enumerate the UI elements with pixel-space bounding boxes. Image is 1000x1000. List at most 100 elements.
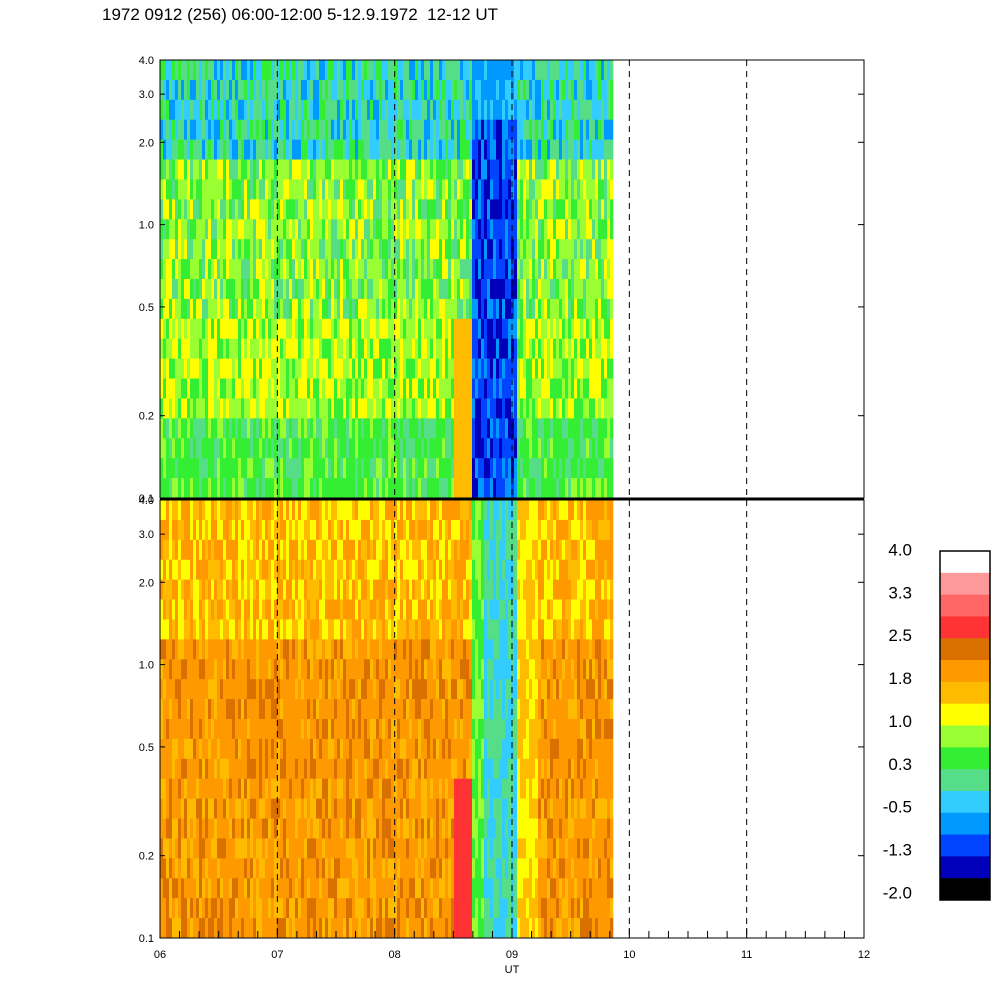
heatmap-cell bbox=[241, 60, 245, 81]
heatmap-cell bbox=[199, 199, 203, 220]
heatmap-cell bbox=[418, 279, 422, 300]
heatmap-cell bbox=[505, 279, 509, 300]
heatmap-cell bbox=[484, 318, 488, 340]
heatmap-cell bbox=[250, 699, 254, 720]
heatmap-cell bbox=[517, 418, 521, 439]
heatmap-cell bbox=[196, 579, 200, 600]
heatmap-cell bbox=[448, 378, 452, 399]
heatmap-cell bbox=[499, 139, 503, 160]
heatmap-cell bbox=[307, 318, 311, 340]
heatmap-cell bbox=[286, 60, 290, 81]
heatmap-cell bbox=[226, 358, 230, 379]
heatmap-cell bbox=[463, 219, 467, 240]
heatmap-cell bbox=[172, 858, 176, 879]
heatmap-cell bbox=[172, 119, 176, 140]
heatmap-cell bbox=[364, 179, 368, 200]
heatmap-cell bbox=[529, 298, 533, 320]
heatmap-cell bbox=[166, 679, 170, 700]
heatmap-cell bbox=[367, 559, 371, 580]
heatmap-cell bbox=[355, 279, 359, 300]
heatmap-cell bbox=[427, 378, 431, 399]
heatmap-cell bbox=[373, 659, 377, 680]
heatmap-cell bbox=[391, 478, 395, 499]
heatmap-cell bbox=[181, 418, 185, 439]
heatmap-cell bbox=[199, 838, 203, 859]
heatmap-cell bbox=[178, 99, 182, 121]
heatmap-cell bbox=[253, 79, 257, 101]
heatmap-cell bbox=[325, 159, 329, 180]
heatmap-cell bbox=[433, 99, 437, 121]
heatmap-cell bbox=[430, 139, 434, 160]
heatmap-cell bbox=[358, 418, 362, 439]
heatmap-cell bbox=[373, 338, 377, 359]
heatmap-cell bbox=[496, 318, 500, 340]
heatmap-cell bbox=[361, 878, 365, 899]
heatmap-cell bbox=[220, 639, 224, 660]
heatmap-cell bbox=[547, 378, 551, 399]
heatmap-cell bbox=[346, 478, 350, 499]
heatmap-cell bbox=[172, 659, 176, 680]
heatmap-cell bbox=[172, 79, 176, 101]
heatmap-cell bbox=[307, 699, 311, 720]
heatmap-cell bbox=[178, 918, 182, 939]
heatmap-cell bbox=[463, 199, 467, 220]
heatmap-cell bbox=[493, 478, 497, 499]
heatmap-cell bbox=[331, 438, 335, 459]
heatmap-cell bbox=[349, 358, 353, 379]
heatmap-cell bbox=[247, 298, 251, 320]
heatmap-cell bbox=[226, 838, 230, 859]
heatmap-cell bbox=[370, 599, 374, 620]
heatmap-cell bbox=[370, 798, 374, 819]
heatmap-cell bbox=[253, 798, 257, 819]
heatmap-cell bbox=[601, 199, 605, 220]
heatmap-cell bbox=[235, 438, 239, 459]
heatmap-cell bbox=[526, 219, 530, 240]
heatmap-cell bbox=[376, 539, 380, 561]
heatmap-cell bbox=[235, 699, 239, 720]
heatmap-cell bbox=[358, 719, 362, 740]
heatmap-cell bbox=[211, 519, 215, 541]
heatmap-cell bbox=[496, 279, 500, 300]
heatmap-cell bbox=[262, 259, 266, 280]
heatmap-cell bbox=[196, 758, 200, 780]
heatmap-cell bbox=[400, 298, 404, 320]
heatmap-cell bbox=[571, 478, 575, 499]
heatmap-cell bbox=[439, 358, 443, 379]
heatmap-cell bbox=[349, 119, 353, 140]
heatmap-cell bbox=[358, 858, 362, 879]
heatmap-cell bbox=[436, 398, 440, 419]
heatmap-cell bbox=[289, 599, 293, 620]
heatmap-cell bbox=[235, 838, 239, 859]
heatmap-cell bbox=[277, 60, 281, 81]
heatmap-cell bbox=[169, 398, 173, 419]
heatmap-cell bbox=[184, 918, 188, 939]
heatmap-cell bbox=[193, 119, 197, 140]
heatmap-cell bbox=[175, 478, 179, 499]
heatmap-cell bbox=[235, 478, 239, 499]
heatmap-cell bbox=[577, 219, 581, 240]
heatmap-cell bbox=[220, 79, 224, 101]
heatmap-cell bbox=[352, 358, 356, 379]
heatmap-cell bbox=[361, 219, 365, 240]
heatmap-cell bbox=[187, 699, 191, 720]
heatmap-cell bbox=[550, 199, 554, 220]
heatmap-cell bbox=[529, 418, 533, 439]
heatmap-cell bbox=[250, 298, 254, 320]
heatmap-cell bbox=[241, 119, 245, 140]
heatmap-cell bbox=[205, 619, 209, 640]
heatmap-cell bbox=[169, 139, 173, 160]
heatmap-cell bbox=[349, 679, 353, 700]
heatmap-cell bbox=[463, 239, 467, 260]
heatmap-cell bbox=[319, 79, 323, 101]
heatmap-cell bbox=[160, 778, 164, 799]
heatmap-cell bbox=[340, 778, 344, 799]
heatmap-cell bbox=[367, 159, 371, 180]
heatmap-cell bbox=[343, 438, 347, 459]
heatmap-cell bbox=[214, 179, 218, 200]
heatmap-cell bbox=[349, 838, 353, 859]
heatmap-cell bbox=[358, 478, 362, 499]
heatmap-cell bbox=[166, 259, 170, 280]
heatmap-cell bbox=[370, 279, 374, 300]
heatmap-cell bbox=[163, 60, 167, 81]
heatmap-cell bbox=[484, 179, 488, 200]
